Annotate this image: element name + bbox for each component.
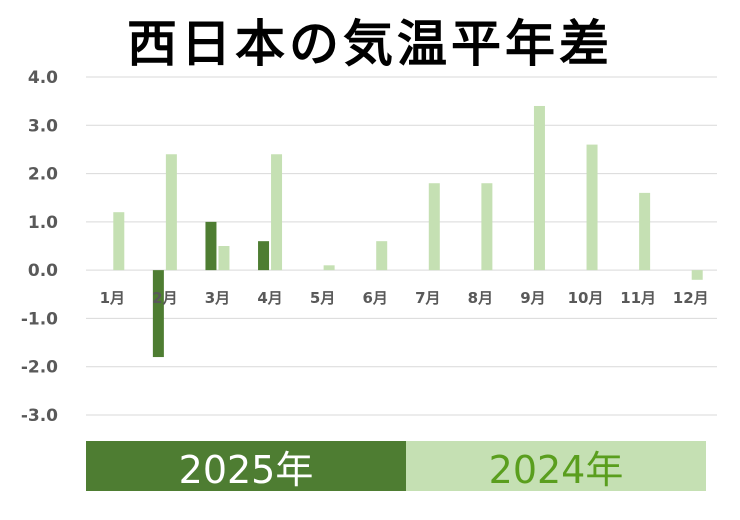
bar-2024 bbox=[271, 154, 283, 271]
bar-2024 bbox=[376, 241, 388, 271]
x-tick-label: 6月 bbox=[362, 289, 387, 307]
bar-2025 bbox=[152, 270, 164, 358]
legend-2025: 2025年 bbox=[86, 441, 406, 492]
y-tick-label: -1.0 bbox=[21, 309, 58, 329]
x-tick-label: 11月 bbox=[620, 289, 656, 307]
bar-2024 bbox=[481, 183, 493, 271]
x-tick-label: 2月 bbox=[152, 289, 177, 307]
bar-2024 bbox=[165, 154, 177, 271]
y-tick-label: 0.0 bbox=[28, 261, 58, 281]
bar-2025 bbox=[258, 241, 270, 271]
bar-2024 bbox=[323, 265, 335, 271]
bar-2024 bbox=[428, 183, 440, 271]
x-tick-label: 9月 bbox=[520, 289, 545, 307]
chart-title: 西日本の気温平年差 bbox=[127, 15, 613, 73]
y-tick-label: 3.0 bbox=[28, 116, 58, 136]
bar-2024 bbox=[533, 105, 545, 271]
x-tick-label: 5月 bbox=[310, 289, 335, 307]
bar-2024 bbox=[586, 144, 598, 271]
bar-2024 bbox=[218, 246, 230, 271]
y-tick-label: 4.0 bbox=[28, 68, 58, 88]
x-tick-label: 3月 bbox=[205, 289, 230, 307]
y-tick-label: 2.0 bbox=[28, 165, 58, 185]
y-tick-label: -2.0 bbox=[21, 358, 58, 378]
x-tick-label: 1月 bbox=[100, 289, 125, 307]
bar-2024 bbox=[691, 270, 703, 280]
x-tick-label: 12月 bbox=[673, 289, 709, 307]
x-tick-label: 10月 bbox=[568, 289, 604, 307]
y-tick-label: 1.0 bbox=[28, 213, 58, 233]
bar-2025 bbox=[205, 221, 217, 271]
bar-2024 bbox=[113, 212, 125, 271]
bar-2024 bbox=[639, 192, 651, 271]
y-tick-label: -3.0 bbox=[21, 406, 58, 426]
x-tick-label: 8月 bbox=[468, 289, 493, 307]
x-tick-label: 4月 bbox=[257, 289, 282, 307]
x-tick-label: 7月 bbox=[415, 289, 440, 307]
legend-2024: 2024年 bbox=[406, 441, 706, 492]
